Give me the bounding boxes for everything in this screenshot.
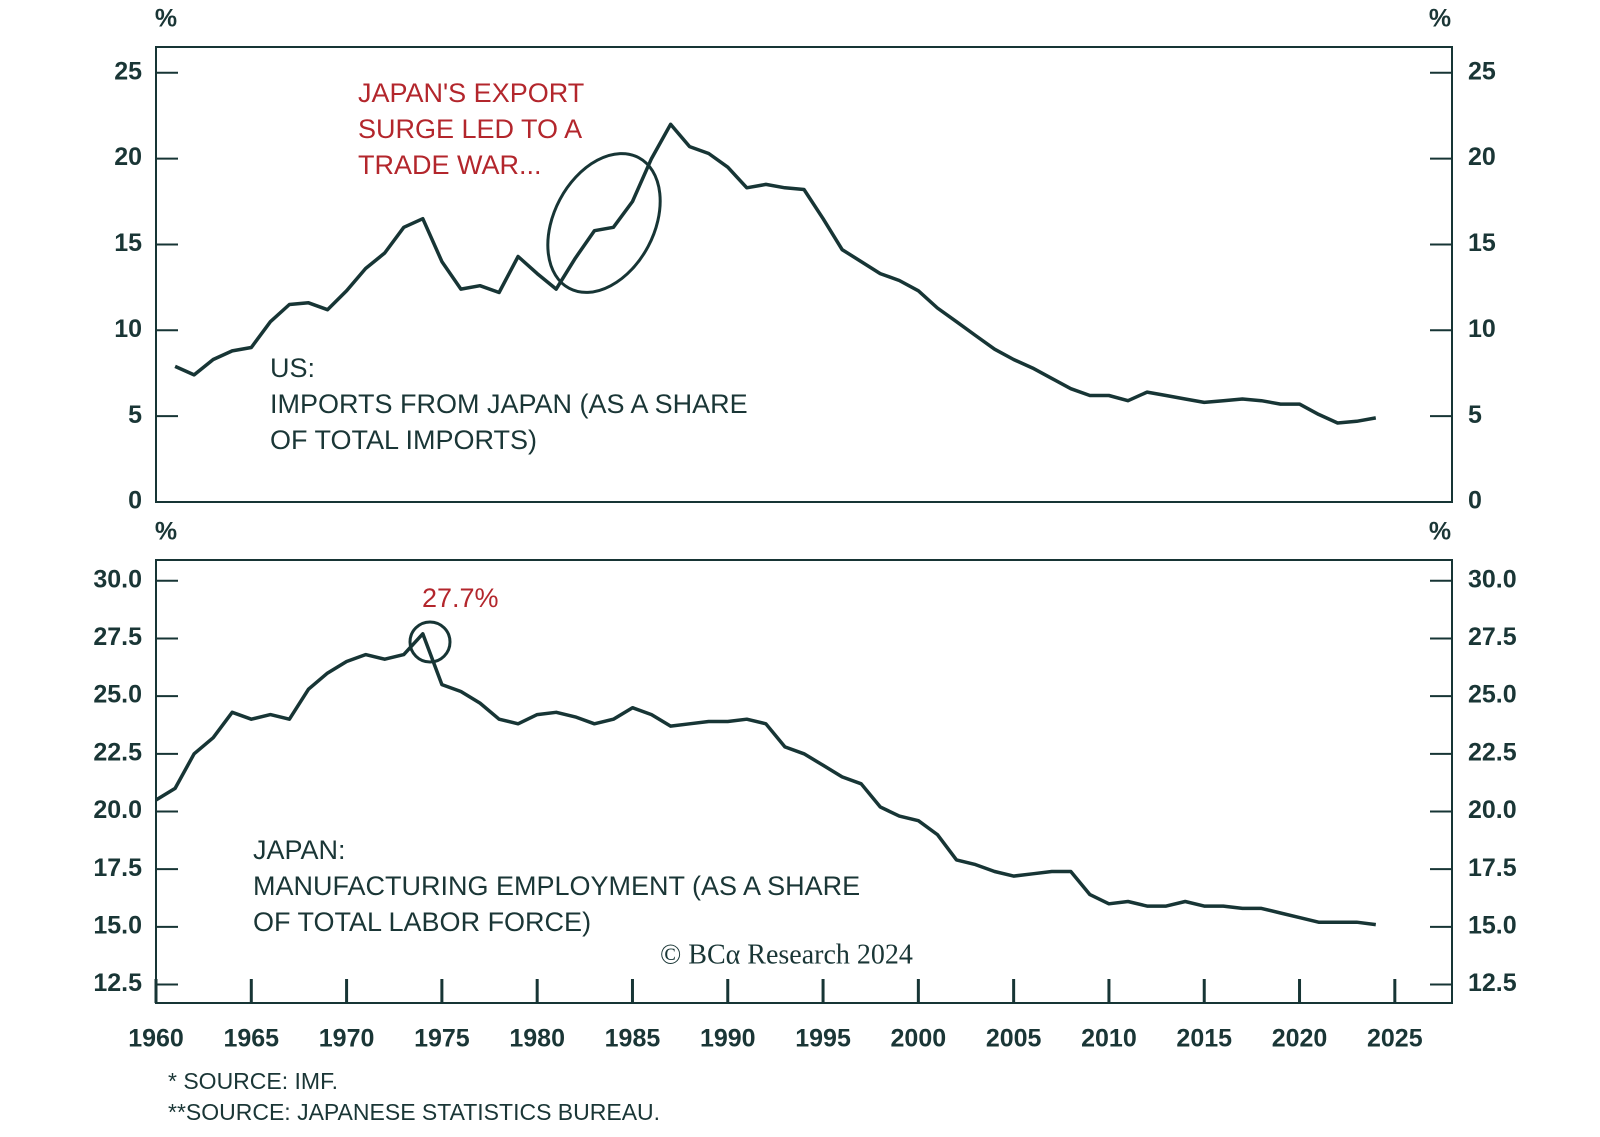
y-tick-label: 20	[1468, 143, 1496, 171]
y-tick-label: 30.0	[1468, 565, 1517, 593]
x-tick-label: 2020	[1272, 1025, 1328, 1053]
x-tick-label: 1990	[700, 1025, 756, 1053]
unit-label: %	[155, 518, 177, 546]
x-tick-label: 2000	[891, 1025, 947, 1053]
plot-frame	[155, 559, 1453, 1004]
annotation: 27.7%	[422, 583, 499, 613]
unit-label: %	[1429, 5, 1451, 33]
y-tick-label: 5	[128, 401, 142, 429]
y-tick-label: 12.5	[1468, 969, 1517, 997]
x-tick-label: 2015	[1176, 1025, 1232, 1053]
y-tick-label: 5	[1468, 401, 1482, 429]
source-note: * SOURCE: IMF.	[168, 1068, 338, 1094]
y-tick-label: 17.5	[1468, 854, 1517, 882]
series-label: US:	[270, 353, 315, 383]
annotation: SURGE LED TO A	[358, 114, 582, 144]
x-tick-label: 1965	[223, 1025, 279, 1053]
y-tick-label: 15	[114, 229, 142, 257]
y-tick-label: 0	[128, 487, 142, 515]
y-tick-label: 25.0	[93, 681, 142, 709]
y-tick-label: 25.0	[1468, 681, 1517, 709]
unit-label: %	[155, 5, 177, 33]
y-tick-label: 10	[114, 315, 142, 343]
unit-label: %	[1429, 518, 1451, 546]
y-tick-label: 20.0	[93, 796, 142, 824]
y-tick-label: 15.0	[93, 911, 142, 939]
y-tick-label: 12.5	[93, 969, 142, 997]
x-tick-label: 1980	[509, 1025, 565, 1053]
y-tick-label: 10	[1468, 315, 1496, 343]
highlight-circle	[408, 620, 452, 664]
series-label: IMPORTS FROM JAPAN (AS A SHARE	[270, 389, 748, 419]
series-label: OF TOTAL LABOR FORCE)	[253, 907, 591, 937]
annotation: JAPAN'S EXPORT	[358, 78, 584, 108]
y-tick-label: 22.5	[93, 738, 142, 766]
y-tick-label: 30.0	[93, 565, 142, 593]
y-tick-label: 15	[1468, 229, 1496, 257]
y-tick-label: 27.5	[1468, 623, 1517, 651]
y-tick-label: 25	[114, 57, 142, 85]
plot-frame	[155, 46, 1453, 503]
y-tick-label: 15.0	[1468, 911, 1517, 939]
y-tick-label: 27.5	[93, 623, 142, 651]
x-tick-label: 1970	[319, 1025, 375, 1053]
x-tick-label: 1975	[414, 1025, 470, 1053]
series-label: MANUFACTURING EMPLOYMENT (AS A SHARE	[253, 871, 860, 901]
series-label: OF TOTAL IMPORTS)	[270, 425, 537, 455]
y-tick-label: 20	[114, 143, 142, 171]
y-tick-label: 22.5	[1468, 738, 1517, 766]
y-tick-label: 25	[1468, 57, 1496, 85]
series-label: JAPAN:	[253, 835, 346, 865]
x-tick-label: 2010	[1081, 1025, 1137, 1053]
series-line	[155, 632, 1377, 927]
highlight-ellipse	[546, 152, 662, 294]
credit: © BCα Research 2024	[660, 939, 913, 970]
x-tick-label: 2025	[1367, 1025, 1423, 1053]
annotation: TRADE WAR...	[358, 150, 542, 180]
x-tick-label: 1995	[795, 1025, 851, 1053]
y-tick-label: 17.5	[93, 854, 142, 882]
series-line	[174, 122, 1377, 425]
source-note: **SOURCE: JAPANESE STATISTICS BUREAU.	[168, 1099, 660, 1125]
y-tick-label: 20.0	[1468, 796, 1517, 824]
x-tick-label: 2005	[986, 1025, 1042, 1053]
x-tick-label: 1985	[605, 1025, 661, 1053]
x-tick-label: 1960	[128, 1025, 184, 1053]
y-tick-label: 0	[1468, 487, 1482, 515]
